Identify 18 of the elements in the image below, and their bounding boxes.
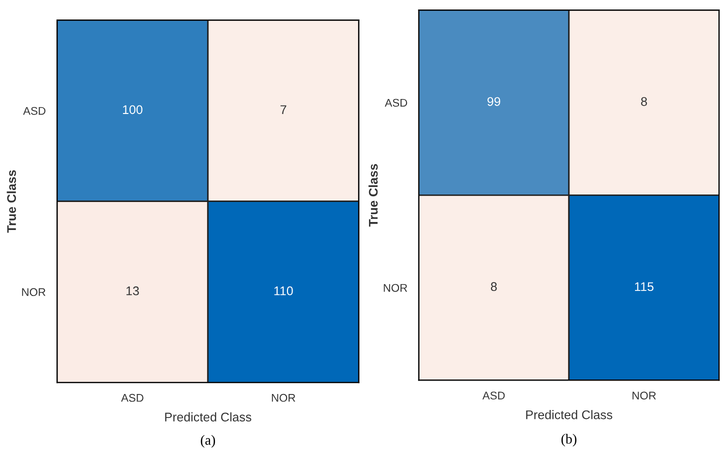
y-axis-title: True Class xyxy=(6,170,16,233)
x-axis-title: Predicted Class xyxy=(526,410,612,420)
x-tick-label: ASD xyxy=(482,392,505,400)
text: (a) xyxy=(200,435,216,448)
data-label: 100 xyxy=(123,105,142,114)
data-label: 99 xyxy=(487,97,500,106)
data-label: 115 xyxy=(635,282,654,292)
x-tick-label: NOR xyxy=(272,394,296,402)
data-label: 7 xyxy=(280,105,286,114)
x-tick-label: NOR xyxy=(632,392,656,400)
x-axis-title: Predicted Class xyxy=(165,412,252,422)
y-axis-title: True Class xyxy=(368,164,378,227)
data-label: 13 xyxy=(126,286,139,296)
x-tick-label: ASD xyxy=(121,394,144,402)
data-label: 110 xyxy=(274,286,293,296)
data-label: 8 xyxy=(641,97,647,106)
data-label: 8 xyxy=(490,282,497,292)
text: (b) xyxy=(561,434,576,446)
